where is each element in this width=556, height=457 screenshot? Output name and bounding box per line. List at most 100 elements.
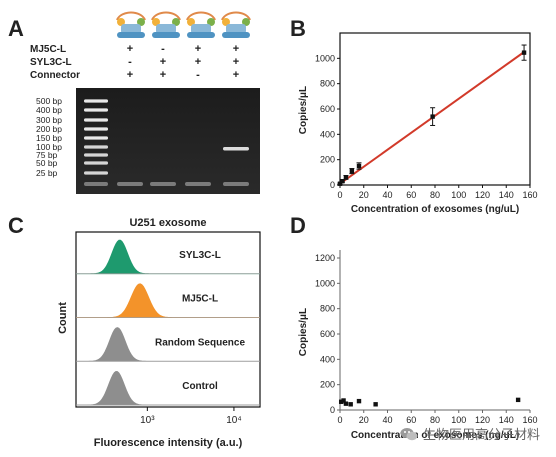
x-tick-label: 40 xyxy=(382,190,392,200)
y-tick-label: 400 xyxy=(320,354,335,364)
data-point xyxy=(356,398,362,404)
data-point xyxy=(349,168,355,174)
plot-frame-c xyxy=(75,231,261,408)
data-point xyxy=(343,175,349,180)
histogram xyxy=(76,239,260,275)
ladder-label: 500 bp xyxy=(36,96,62,106)
condition-sign: + xyxy=(233,43,239,55)
xlabel-c: Fluorescence intensity (a.u.) xyxy=(94,437,243,449)
x-tick-label: 100 xyxy=(451,190,466,200)
ladder-bottom-band xyxy=(84,182,108,186)
y-tick-label: 200 xyxy=(320,380,335,390)
histogram xyxy=(76,283,260,318)
ladder-label: 50 bp xyxy=(36,158,58,168)
ladder-label: 150 bp xyxy=(36,133,62,143)
panel-label-b: B xyxy=(290,16,306,41)
x-tick-label: 120 xyxy=(475,190,490,200)
marks-c: SYL3C-L MJ5C-L Random Sequence Control 10³ 10… xyxy=(76,239,260,426)
schematic-icon xyxy=(151,11,181,38)
x-tick-label: 140 xyxy=(499,190,514,200)
condition-sign: - xyxy=(128,56,132,68)
panel-b: 0 20 40 60 80 100 120 140 160 0 200 400 600 800 1000 C… xyxy=(298,32,538,215)
lane-bottom-band xyxy=(185,182,211,186)
histogram-label: MJ5C-L xyxy=(182,294,218,305)
y-tick-label: 800 xyxy=(320,79,335,89)
ladder-band xyxy=(84,145,108,149)
panel-c: U251 exosome SYL3C-L MJ5C-L Random Sequenc… xyxy=(57,217,261,449)
x-tick-label: 160 xyxy=(522,190,537,200)
data-point xyxy=(338,399,344,404)
data-point xyxy=(515,397,521,403)
ladder-band xyxy=(84,171,108,175)
y-tick-label: 800 xyxy=(320,304,335,314)
condition-sign: + xyxy=(195,56,201,68)
y-tick-label: 0 xyxy=(330,180,335,190)
condition-sign: + xyxy=(160,56,166,68)
x-tick-label: 60 xyxy=(406,190,416,200)
x-tick-label: 40 xyxy=(382,415,392,425)
wechat-icon xyxy=(400,427,418,440)
ylabel-b: Copies/μL xyxy=(298,86,309,134)
x-tick-label: 80 xyxy=(430,415,440,425)
watermark: 生物医用高分子材料 xyxy=(400,424,540,443)
condition-sign: + xyxy=(127,69,133,81)
axes-d: 0 20 40 60 80 100 120 140 160 0 200 400 600 800 1000 12… xyxy=(315,253,538,425)
data-point xyxy=(337,181,343,186)
schematic-icons xyxy=(116,11,251,38)
y-tick-label: 1200 xyxy=(315,253,335,263)
x-tick-label: 0 xyxy=(337,415,342,425)
condition-sign: - xyxy=(161,43,165,55)
panel-a: MJ5C-L SYL3C-L Connector + - + +- + + ++ + - + 50… xyxy=(30,11,260,194)
condition-sign: - xyxy=(196,69,200,81)
watermark-text: 生物医用高分子材料 xyxy=(422,428,540,443)
data-point xyxy=(341,398,346,403)
ladder-band xyxy=(84,127,108,131)
y-tick-label: 400 xyxy=(320,129,335,139)
panel-label-d: D xyxy=(290,213,306,238)
x-tick-label: 10³ xyxy=(140,415,155,426)
ladder-label: 300 bp xyxy=(36,115,62,125)
data-point xyxy=(348,402,353,407)
data-point xyxy=(373,402,378,407)
histogram xyxy=(76,370,260,406)
histogram-label: Control xyxy=(182,381,218,392)
ylabel-c: Count xyxy=(57,302,69,334)
ladder-band xyxy=(84,118,108,122)
gel-image xyxy=(76,88,260,194)
ladder-band xyxy=(84,99,108,103)
x-tick-label: 100 xyxy=(451,415,466,425)
y-tick-label: 1000 xyxy=(315,53,335,63)
y-tick-label: 200 xyxy=(320,155,335,165)
x-tick-label: 20 xyxy=(359,190,369,200)
lane-bottom-band xyxy=(117,182,143,186)
condition-sign: + xyxy=(233,56,239,68)
y-tick-label: 1000 xyxy=(315,278,335,288)
condition-signs: + - + +- + + ++ + - + xyxy=(127,43,239,81)
x-tick-label: 120 xyxy=(475,415,490,425)
condition-sign: + xyxy=(195,43,201,55)
x-tick-label: 20 xyxy=(359,415,369,425)
gel-bands xyxy=(84,99,249,186)
xlabel-d: Concentration of exosomes (ng/uL) xyxy=(351,430,519,441)
ladder-label: 75 bp xyxy=(36,150,58,160)
product-band xyxy=(223,147,249,151)
title-c: U251 exosome xyxy=(129,217,206,229)
data-point xyxy=(356,163,362,169)
row-label-syl3c: SYL3C-L xyxy=(30,57,72,68)
row-label-connector: Connector xyxy=(30,70,80,81)
ylabel-d: Copies/μL xyxy=(298,308,309,356)
schematic-icon xyxy=(186,11,216,38)
lane-bottom-band xyxy=(223,182,249,186)
panel-d: 0 20 40 60 80 100 120 140 160 0 200 400 600 800 1000 12… xyxy=(298,250,538,441)
panel-label-a: A xyxy=(8,16,24,41)
condition-sign: + xyxy=(127,43,133,55)
data-point xyxy=(521,50,527,55)
schematic-icon xyxy=(221,11,251,38)
ladder-label: 25 bp xyxy=(36,168,58,178)
ladder-band xyxy=(84,153,108,157)
x-tick-label: 140 xyxy=(499,415,514,425)
lane-bottom-band xyxy=(150,182,176,186)
ladder-band xyxy=(84,108,108,112)
